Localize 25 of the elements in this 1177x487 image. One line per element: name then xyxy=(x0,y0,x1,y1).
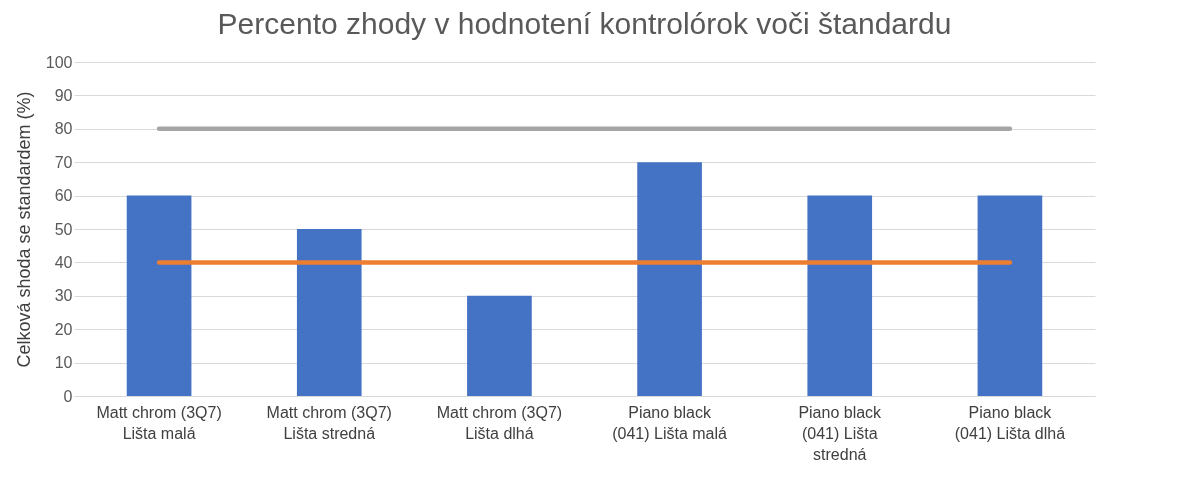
y-tick-label: 100 xyxy=(45,53,73,71)
bar xyxy=(807,195,873,396)
y-tick-label: 0 xyxy=(63,387,73,405)
bar xyxy=(467,295,532,396)
x-tick-label: Piano black (041) Lišta stredná xyxy=(798,403,883,463)
bar xyxy=(296,229,362,396)
x-tick-label: Matt chrom (3Q7) Lišta malá xyxy=(96,403,222,442)
y-tick-label: 30 xyxy=(54,287,73,305)
bar xyxy=(977,195,1043,396)
chart-title: Percento zhody v hodnotení kontrolórok voči štandardu xyxy=(217,7,952,40)
bar xyxy=(126,195,192,396)
y-tick-label: 10 xyxy=(54,354,73,372)
x-tick-label: Matt chrom (3Q7) Lišta dlhá xyxy=(436,403,563,442)
y-tick-label: 20 xyxy=(54,320,73,338)
y-tick-label: 40 xyxy=(54,253,73,271)
y-tick-label: 80 xyxy=(54,120,73,138)
x-tick-label: Piano black (041) Lišta malá xyxy=(612,403,728,442)
bar xyxy=(637,162,702,396)
x-tick-label: Piano black (041) Lišta dlhá xyxy=(954,403,1066,442)
y-tick-label: 90 xyxy=(54,86,73,104)
y-tick-label: 70 xyxy=(54,153,73,171)
y-axis-title: Celková shoda se standardem (%) xyxy=(13,91,34,368)
x-tick-label: Matt chrom (3Q7) Lišta stredná xyxy=(266,403,392,442)
y-tick-label: 60 xyxy=(54,187,73,205)
y-tick-label: 50 xyxy=(54,220,73,238)
